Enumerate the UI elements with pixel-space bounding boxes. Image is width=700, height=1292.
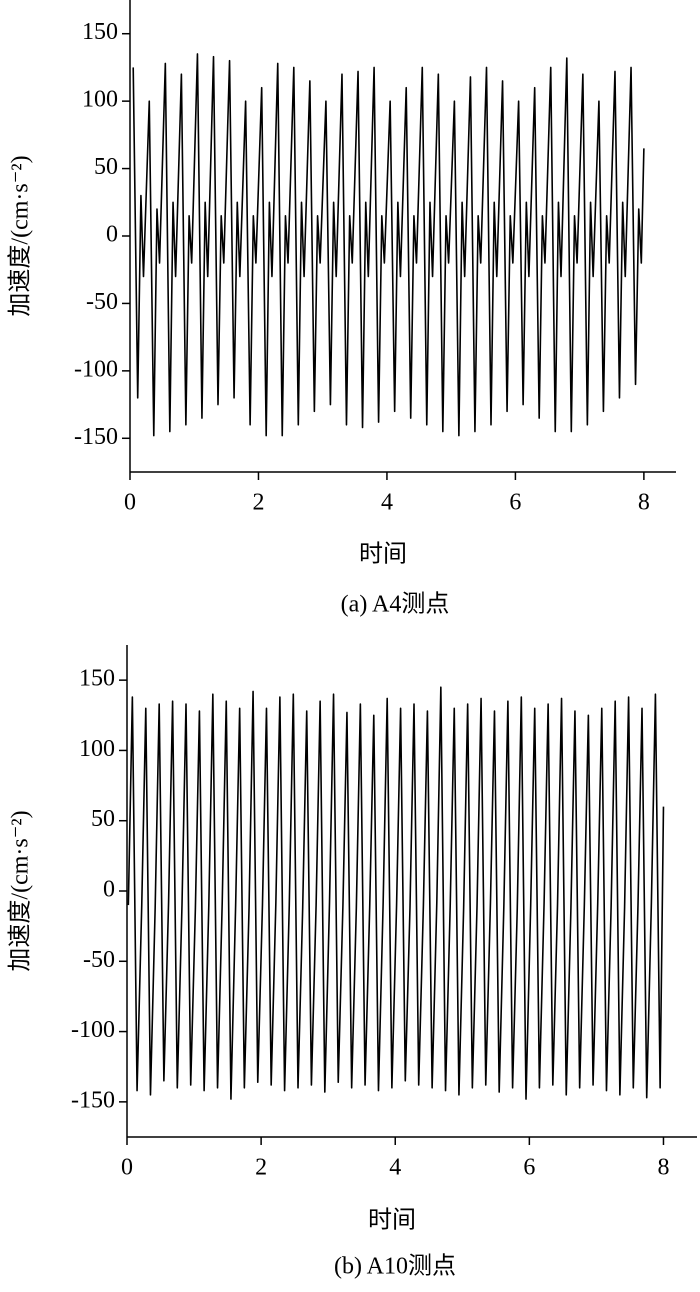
x-axis-label: 时间: [368, 1207, 416, 1234]
caption: (b) A10测点: [334, 1253, 456, 1280]
y-tick-label: 150: [82, 19, 118, 45]
x-axis-label: 时间: [359, 541, 407, 568]
x-tick-label: 6: [523, 1155, 535, 1181]
y-tick-label: 50: [94, 154, 118, 180]
x-tick-label: 0: [121, 1155, 133, 1181]
x-tick-label: 4: [389, 1155, 401, 1181]
y-tick-label: -100: [71, 1017, 115, 1043]
x-tick-label: 6: [509, 490, 521, 516]
y-tick-label: 100: [79, 736, 115, 762]
data-line: [127, 686, 665, 1100]
y-tick-label: -150: [74, 424, 118, 450]
x-tick-label: 8: [657, 1155, 669, 1181]
y-tick-label: 150: [79, 666, 115, 692]
x-tick-label: 8: [638, 490, 650, 516]
y-axis-label: 加速度/(cm·s⁻²): [7, 155, 34, 316]
y-tick-label: -100: [74, 356, 118, 382]
y-tick-label: -50: [83, 947, 115, 973]
x-tick-label: 2: [252, 490, 264, 516]
y-tick-label: -50: [86, 289, 118, 315]
y-axis-label: 加速度/(cm·s⁻²): [7, 810, 34, 971]
y-tick-label: 0: [106, 222, 118, 248]
y-tick-label: 100: [82, 87, 118, 113]
y-tick-label: -150: [71, 1087, 115, 1113]
x-tick-label: 0: [124, 490, 136, 516]
x-tick-label: 4: [381, 490, 393, 516]
x-tick-label: 2: [255, 1155, 267, 1181]
data-line: [132, 53, 645, 437]
caption: (a) A4测点: [341, 591, 450, 618]
y-tick-label: 0: [103, 877, 115, 903]
y-tick-label: 50: [91, 806, 115, 832]
